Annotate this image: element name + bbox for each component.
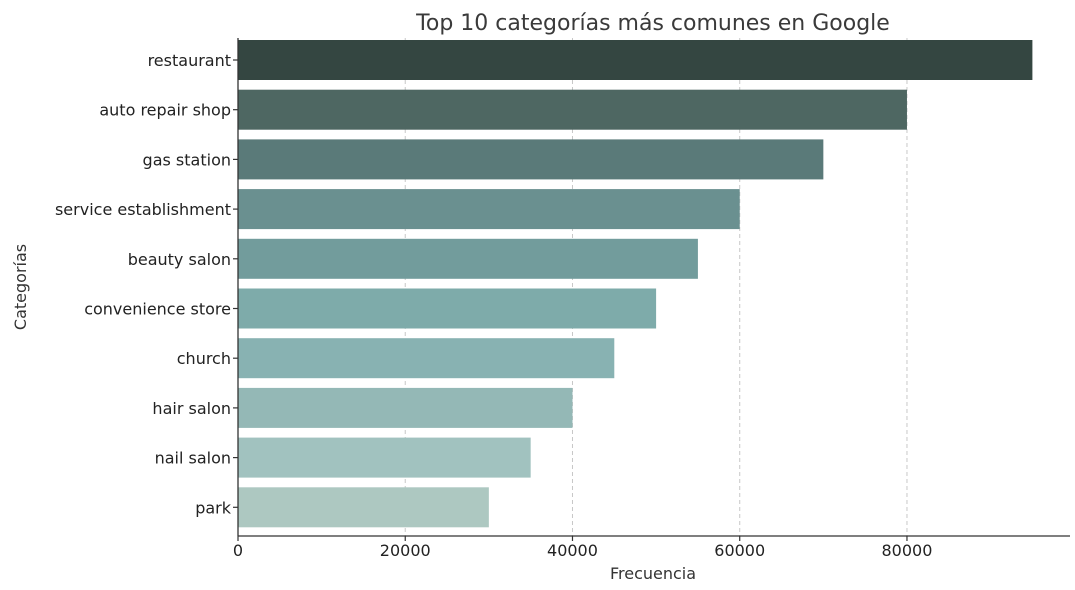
bar: [238, 487, 489, 528]
bar: [238, 139, 824, 180]
bar: [238, 89, 907, 130]
x-tick-label: 40000: [547, 541, 598, 560]
y-tick-label: auto repair shop: [99, 101, 231, 120]
bar: [238, 189, 740, 230]
y-tick-label: church: [177, 349, 231, 368]
bar: [238, 338, 615, 379]
x-tick-label: 60000: [714, 541, 765, 560]
y-tick-label: nail salon: [155, 449, 231, 468]
y-tick-label: gas station: [143, 150, 231, 169]
x-ticks: 0 20000 40000 60000 80000: [233, 536, 933, 560]
bar: [238, 387, 573, 428]
x-tick-label: 80000: [882, 541, 933, 560]
bar: [238, 238, 698, 279]
x-axis-label: Frecuencia: [610, 564, 696, 583]
y-tick-label: service establishment: [55, 200, 231, 219]
y-tick-label: hair salon: [152, 399, 231, 418]
y-tick-label: park: [195, 498, 232, 517]
chart-title: Top 10 categorías más comunes en Google: [415, 11, 890, 36]
y-axis-label: Categorías: [11, 244, 30, 330]
y-tick-label: restaurant: [148, 51, 231, 70]
y-tick-labels: restaurant auto repair shop gas station ser…: [55, 51, 238, 517]
y-tick-label: beauty salon: [128, 250, 231, 269]
y-tick-label: convenience store: [84, 300, 231, 319]
bar: [238, 40, 1033, 80]
bar: [238, 288, 657, 329]
bar: [238, 437, 531, 478]
x-tick-label: 20000: [380, 541, 431, 560]
x-tick-label: 0: [233, 541, 243, 560]
bars: [238, 40, 1033, 528]
